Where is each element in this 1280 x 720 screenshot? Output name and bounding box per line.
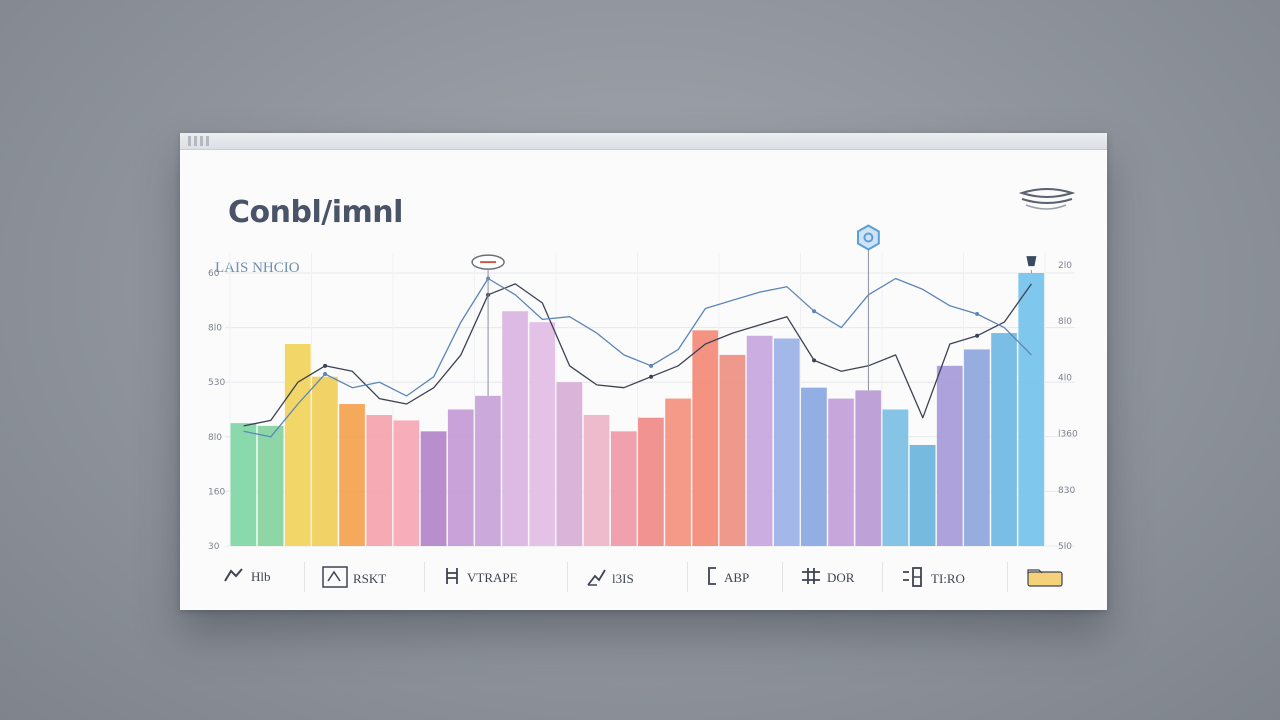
bar [366,414,393,546]
y-tick-label-right: 4l0 [1058,373,1072,383]
bar [964,349,991,546]
y-tick-label-right: 8l0 [1058,317,1072,327]
legend-item[interactable]: TI:RO [900,566,965,592]
chart-lines [243,276,1032,438]
legend-separator [687,562,688,592]
bar [393,420,420,546]
layers-icon[interactable] [1016,183,1078,219]
bar [665,398,692,546]
legend-separator [782,562,783,592]
legend-label: VTRAPE [467,570,518,585]
bar [257,425,284,546]
legend-item[interactable] [1025,566,1070,592]
bar [230,423,257,546]
bar [475,395,502,546]
y-tick-label-right: 2l0 [1058,261,1072,271]
bar [746,335,773,546]
bar [502,311,529,546]
series-line [243,277,1032,438]
folder-icon [1025,566,1065,592]
ladder-icon [442,566,462,590]
runner-icon [222,566,246,588]
bar [556,382,583,546]
y-tick-label-left: 530 [208,378,225,388]
series-point [649,374,654,379]
y-tick-label-right: l360 [1058,430,1078,440]
series-point [975,311,980,316]
chart-markers [471,224,1037,396]
series-point [975,333,980,338]
bar [801,387,828,546]
bar [773,338,800,546]
legend-item[interactable]: l3IS [585,566,634,592]
badge-icon [322,566,348,592]
y-axis-right: 2l0 8l0 4l0 l360 830 5l0 [1058,261,1078,552]
legend-item[interactable]: ABP [705,566,749,590]
y-axis-left: 30 160 8l0 530 8l0 60 [208,269,225,552]
legend-item[interactable]: VTRAPE [442,566,518,590]
grip-icon [188,136,209,146]
grid-icon [800,566,822,590]
bracket-icon [705,566,719,590]
bar [312,376,339,546]
rocket-icon [585,566,607,592]
y-tick-label-left: 160 [208,487,225,497]
bar [284,343,311,546]
series-point [323,372,328,377]
bar [447,409,474,546]
card-top-bar [180,133,1107,150]
bar [936,365,963,546]
chart-bars [230,273,1045,546]
series-point [323,363,328,368]
legend-label: DOR [827,570,855,585]
bar [1018,273,1045,546]
y-tick-label-left: 8l0 [208,324,222,334]
legend-separator [567,562,568,592]
legend-item[interactable]: DOR [800,566,854,590]
series-point [812,358,817,363]
marker-dot [863,232,874,243]
legend-item[interactable]: Hlb [222,566,271,588]
chart-legend: Hlb RSKT VTRAPE l3IS ABP DOR TI:RO [180,558,1107,598]
y-tick-label-right: 830 [1058,486,1075,496]
bar [855,390,882,546]
y-tick-label-left: 30 [208,542,220,552]
chart-subtitle: LAIS NHCIO [215,260,300,276]
bar [583,414,610,546]
bar [692,330,719,546]
bar-line-chart: 30 160 8l0 530 8l0 60 2l0 8l0 4l0 l360 830 5l0 [208,224,1078,552]
bar [529,322,556,546]
series-line [243,283,1032,427]
chart-icon [900,566,926,592]
series-point [812,309,817,314]
bar [828,398,855,546]
bar [339,404,366,546]
y-tick-label-left: 60 [208,269,220,279]
legend-item[interactable]: RSKT [322,566,386,592]
legend-label: ABP [724,570,750,585]
chart-card: Conbl/imnl LAIS NHCIO 30 160 8l0 530 8l0 60 2… [180,133,1107,610]
legend-separator [882,562,883,592]
legend-label: RSKT [353,571,387,586]
bar [610,431,637,546]
legend-label: TI:RO [931,571,965,586]
bar [991,333,1018,546]
y-tick-label-right: 5l0 [1058,542,1072,552]
y-tick-label-left: 8l0 [208,433,222,443]
bar [882,409,909,546]
legend-separator [304,562,305,592]
bar [909,444,936,546]
chart-title: Conbl/imnl [228,195,403,230]
hexagon-marker-icon [857,224,880,251]
legend-separator [1007,562,1008,592]
legend-label: Hlb [251,569,271,584]
bar [420,431,447,546]
bar [638,417,665,546]
legend-label: l3IS [612,571,634,586]
drop-marker-icon [1026,256,1037,267]
bar [719,354,746,546]
series-point [649,363,654,368]
legend-separator [424,562,425,592]
